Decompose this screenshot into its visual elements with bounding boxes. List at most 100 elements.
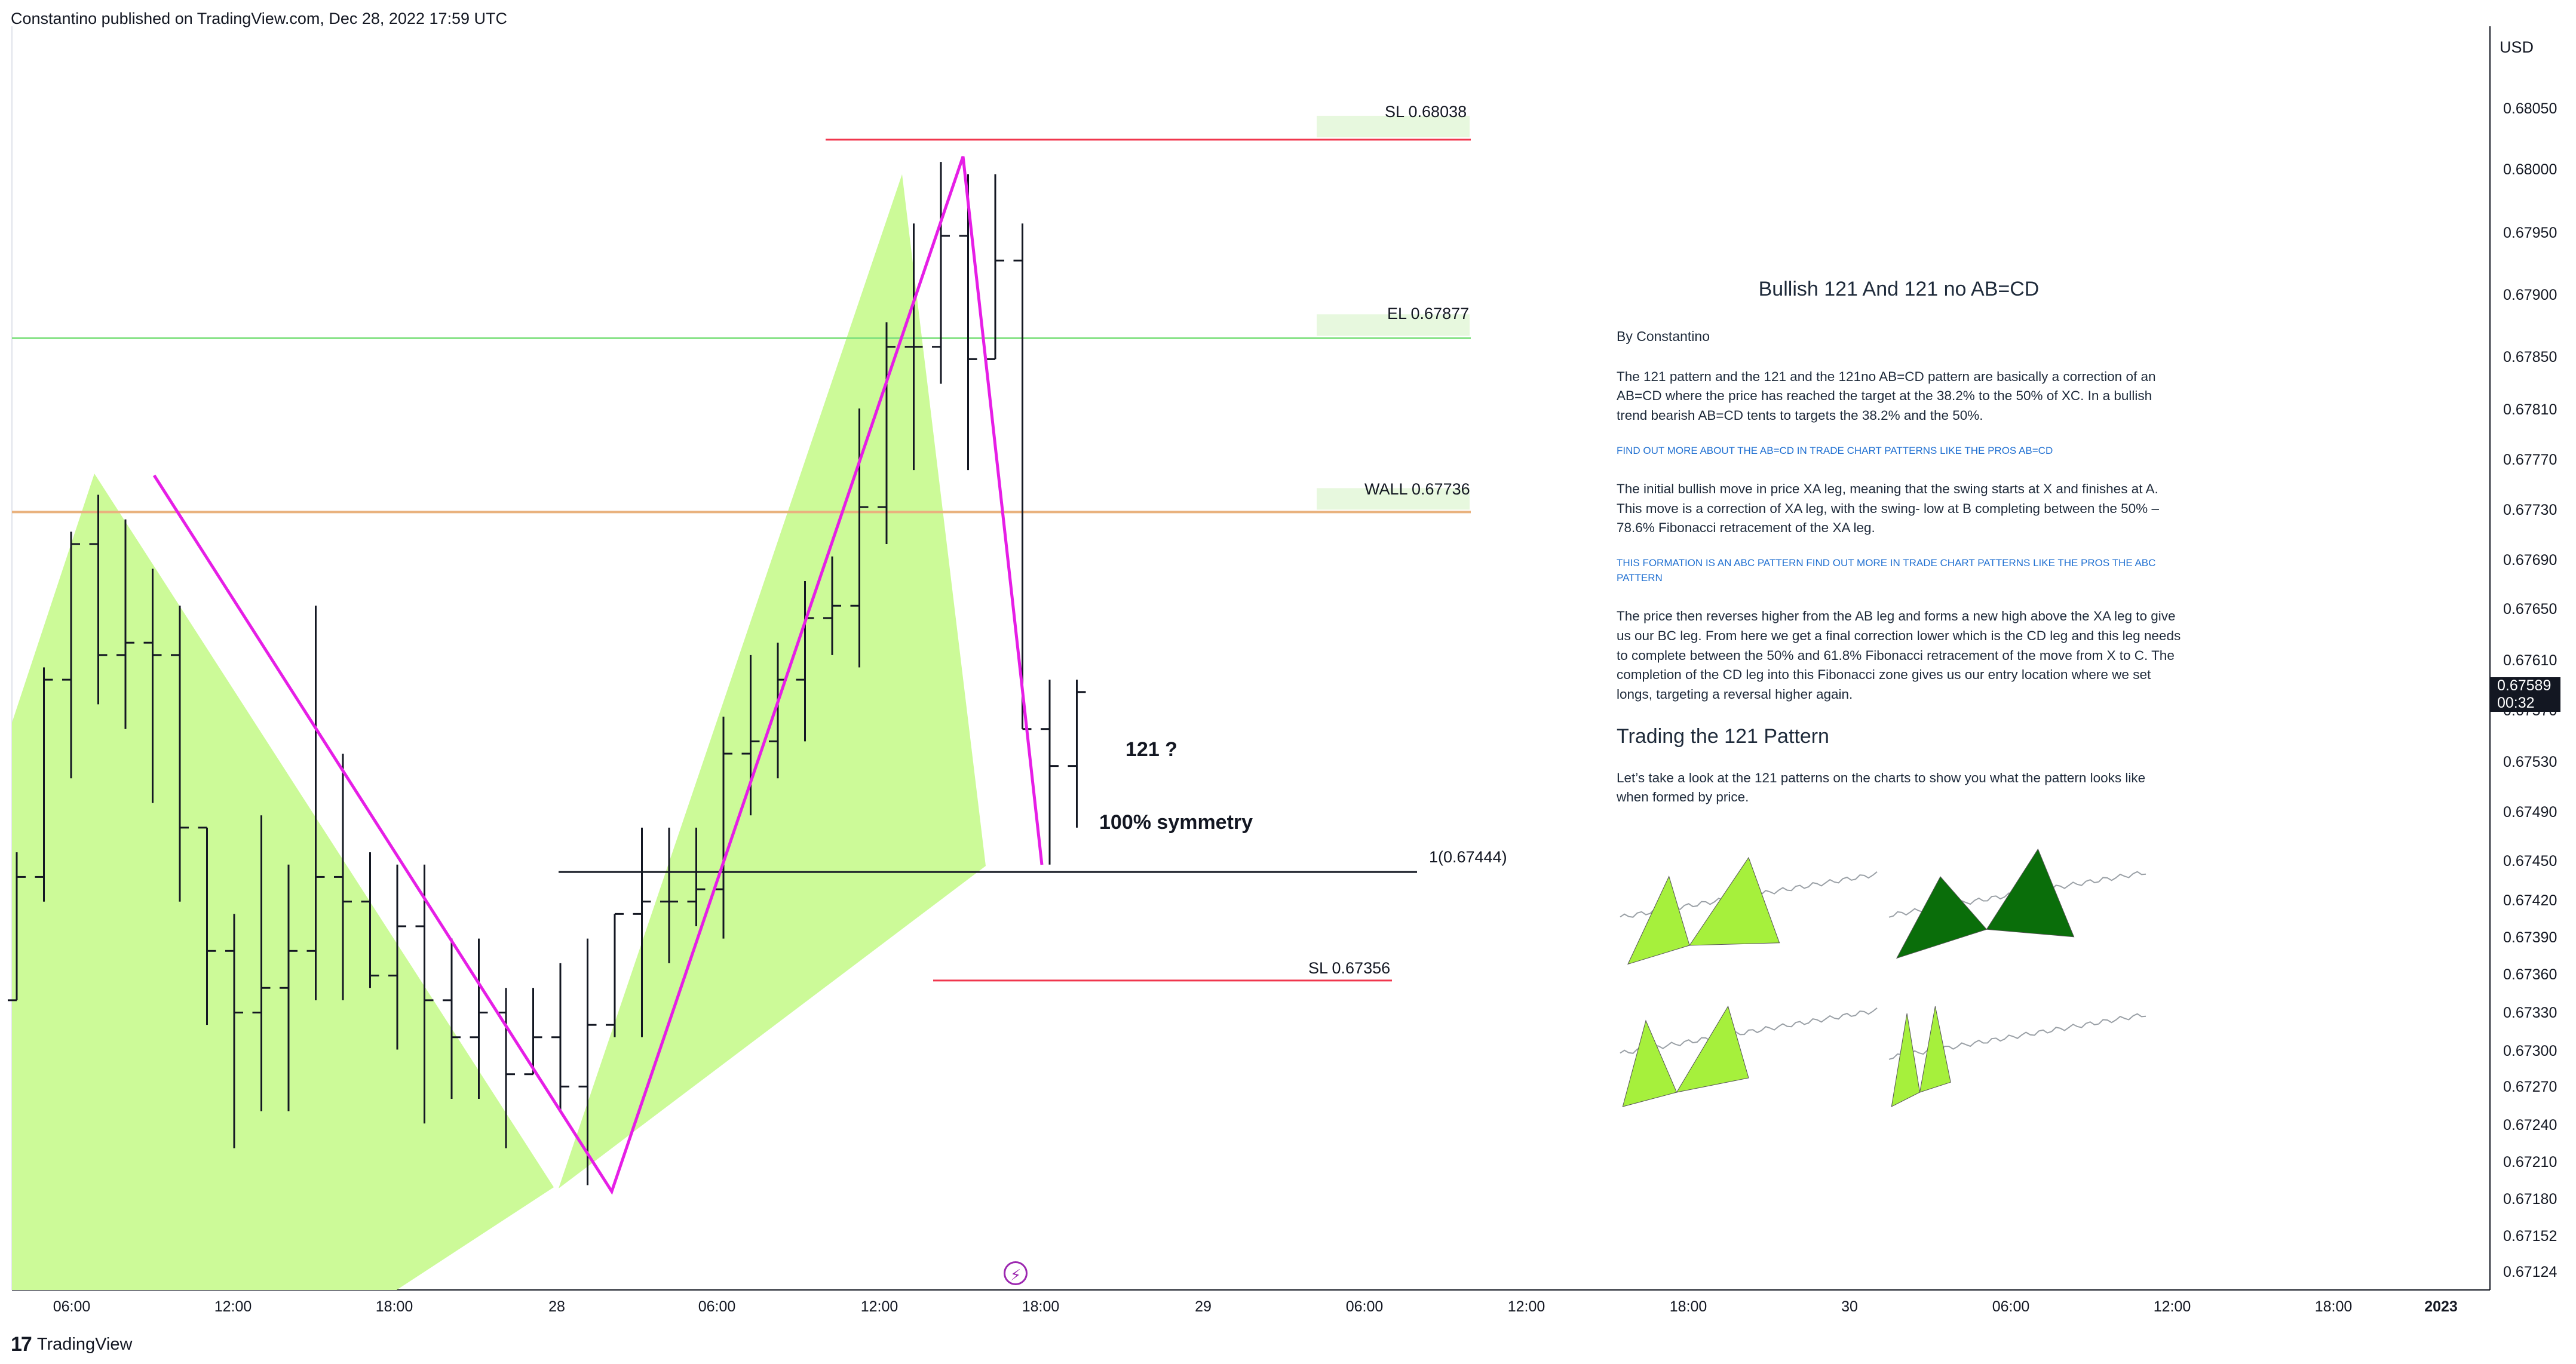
y-tick-label: 0.67152 xyxy=(2503,1228,2557,1245)
bar-countdown: 00:32 xyxy=(2497,695,2535,711)
x-tick-label: 18:00 xyxy=(375,1298,413,1315)
ohlc-bar xyxy=(904,223,923,471)
pattern-fill-bc xyxy=(559,174,986,1189)
y-tick-label: 0.67390 xyxy=(2503,929,2557,946)
panel-link-abc[interactable]: THIS FORMATION IS AN ABC PATTERN FIND OU… xyxy=(1617,557,2156,583)
pattern-fill-xa xyxy=(12,474,554,1290)
y-tick-label: 0.67124 xyxy=(2503,1264,2557,1280)
currency-label: USD xyxy=(2500,38,2534,56)
ohlc-bar xyxy=(116,519,134,729)
pattern-info-panel: Bullish 121 And 121 no AB=CD By Constant… xyxy=(1617,275,2181,825)
x-tick-label: 12:00 xyxy=(860,1298,898,1315)
x-tick-label: 18:00 xyxy=(1022,1298,1060,1315)
ohlc-bar xyxy=(578,938,597,1185)
thumb-example-3 xyxy=(1620,1005,1878,1107)
ohlc-bar xyxy=(823,556,841,655)
horizontal-levels xyxy=(12,115,1471,982)
y-tick-label: 0.67210 xyxy=(2503,1154,2557,1171)
publisher-line: Constantino published on TradingView.com… xyxy=(11,10,508,27)
ohlc-bar xyxy=(280,864,298,1111)
y-tick-label: 0.68050 xyxy=(2503,100,2557,117)
thumb-pattern-shape xyxy=(1689,856,1780,946)
sl-top-zone xyxy=(1317,115,1470,137)
thumb-pattern-shape xyxy=(1622,1019,1678,1107)
thumb-price-line xyxy=(1620,1007,1878,1054)
ohlc-bar xyxy=(225,914,243,1148)
panel-paragraph: The 121 pattern and the 121 and the 121n… xyxy=(1617,368,2156,423)
y-tick-label: 0.67730 xyxy=(2503,502,2557,518)
x-tick-label: 2023 xyxy=(2424,1298,2458,1315)
el-zone xyxy=(1317,314,1470,336)
annotation-symmetry: 100% symmetry xyxy=(1099,811,1253,834)
thumb-pattern-shape xyxy=(1891,1013,1921,1107)
y-tick-label: 0.67810 xyxy=(2503,401,2557,418)
ohlc-bars xyxy=(8,162,1086,1185)
ohlc-bar xyxy=(986,174,1004,360)
y-tick-label: 0.67770 xyxy=(2503,451,2557,468)
ohlc-bar xyxy=(252,815,271,1111)
y-tick-label: 0.67300 xyxy=(2503,1043,2557,1059)
pattern-thumbnails xyxy=(1620,848,2146,1107)
thumb-pattern-shape xyxy=(1627,875,1690,965)
x-tick-label: 29 xyxy=(1195,1298,1212,1315)
tradingview-brand[interactable]: 17 TradingView xyxy=(11,1333,132,1356)
pattern-fills xyxy=(12,174,986,1290)
y-tick-label: 0.67180 xyxy=(2503,1191,2557,1208)
y-tick-label: 0.67650 xyxy=(2503,601,2557,618)
y-tick-label: 0.67450 xyxy=(2503,853,2557,870)
ohlc-bar xyxy=(8,852,26,1002)
ohlc-bar xyxy=(959,174,977,471)
panel-byline: By Constantino xyxy=(1617,328,1710,345)
ohlc-bar xyxy=(361,852,379,988)
ohlc-bar xyxy=(143,569,162,803)
y-tick-label: 0.67950 xyxy=(2503,225,2557,241)
ohlc-bar xyxy=(62,532,80,779)
sl-top-label: SL 0.68038 xyxy=(1385,103,1467,121)
panel-paragraph: Let’s take a look at the 121 patterns on… xyxy=(1617,770,2146,805)
y-tick-label: 0.67420 xyxy=(2503,892,2557,909)
sl-bottom-label: SL 0.67356 xyxy=(1308,959,1391,977)
x-tick-label: 06:00 xyxy=(1345,1298,1384,1315)
y-tick-label: 0.67270 xyxy=(2503,1079,2557,1095)
ohlc-bar xyxy=(443,938,461,1099)
ohlc-bar xyxy=(524,988,542,1076)
wall-label: WALL 0.67736 xyxy=(1364,480,1470,498)
ohlc-bar xyxy=(606,913,624,1037)
el-label: EL 0.67877 xyxy=(1387,305,1470,322)
ohlc-bar xyxy=(171,606,189,902)
ohlc-bar xyxy=(1068,680,1086,828)
ohlc-bar xyxy=(932,162,950,384)
x-tick-label: 30 xyxy=(1841,1298,1858,1315)
thumb-example-1 xyxy=(1620,856,1878,965)
x-tick-label: 12:00 xyxy=(2153,1298,2191,1315)
ohlc-bar xyxy=(89,494,108,705)
current-price-tag: 0.67589 00:32 xyxy=(2490,677,2560,712)
ohlc-bar xyxy=(878,322,896,545)
bolt-icon[interactable]: ⚡ xyxy=(1004,1261,1028,1285)
panel-title: Bullish 121 And 121 no AB=CD xyxy=(1758,278,2040,300)
ohlc-bar xyxy=(551,963,569,1111)
ohlc-bar xyxy=(1041,680,1059,865)
ohlc-bar xyxy=(306,606,325,1000)
y-tick-label: 0.67330 xyxy=(2503,1004,2557,1021)
thumb-pattern-shape xyxy=(1986,848,2075,938)
zigzag-121 xyxy=(152,156,1044,1195)
panel-link-abcd[interactable]: FIND OUT MORE ABOUT THE AB=CD IN TRADE C… xyxy=(1617,444,2053,456)
thumb-pattern-shape xyxy=(1676,1005,1749,1093)
ohlc-bar xyxy=(850,408,869,668)
x-tick-label: 12:00 xyxy=(1507,1298,1545,1315)
ohlc-bar xyxy=(415,864,434,1124)
y-tick-label: 0.67240 xyxy=(2503,1117,2557,1133)
thumb-pattern-shape xyxy=(1896,876,1988,959)
ohlc-bar xyxy=(714,717,732,939)
ohlc-bar xyxy=(633,827,651,1037)
ohlc-bar xyxy=(334,753,352,1000)
wall-zone xyxy=(1317,488,1470,510)
ohlc-bar xyxy=(198,827,216,1025)
ohlc-bar xyxy=(470,938,488,1099)
annotation-121: 121 ? xyxy=(1126,738,1177,761)
ohlc-bar xyxy=(687,827,706,927)
x-tick-label: 18:00 xyxy=(1669,1298,1707,1315)
